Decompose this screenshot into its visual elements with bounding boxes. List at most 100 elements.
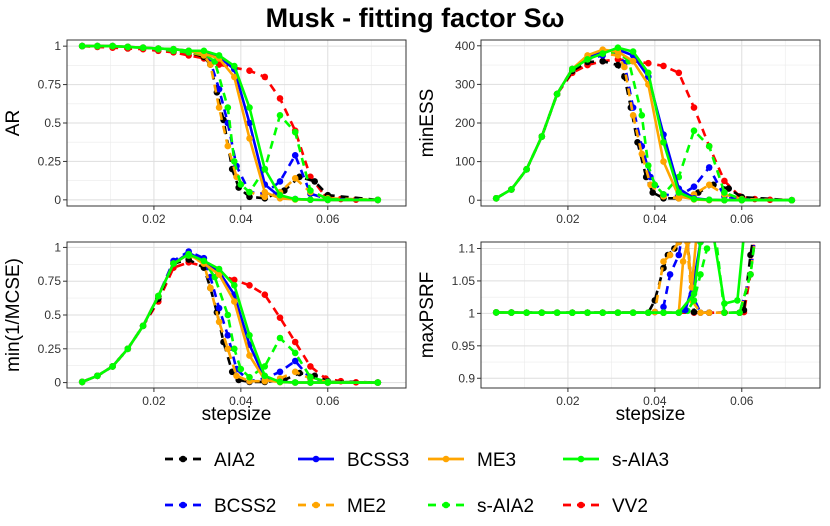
data-point — [599, 309, 606, 317]
y-tick-label: 1 — [54, 39, 61, 53]
data-point — [139, 322, 147, 330]
legend-item-s-AIA3: s-AIA3 — [563, 450, 669, 471]
data-point — [224, 332, 232, 339]
data-point — [645, 162, 652, 169]
x-tick-label: 0.06 — [316, 212, 340, 226]
y-tick-label: 0.5 — [44, 116, 61, 130]
data-point — [261, 193, 269, 201]
data-point — [721, 189, 728, 196]
y-tick-label: 0.25 — [38, 154, 62, 168]
data-point — [246, 332, 253, 339]
legend-key-point — [577, 501, 585, 509]
legend-key-point — [312, 455, 320, 463]
data-point — [215, 52, 223, 59]
series-group — [492, 213, 761, 317]
data-point — [599, 57, 606, 65]
x-tick-label: 0.04 — [643, 212, 667, 226]
data-point — [492, 195, 500, 202]
data-point — [276, 191, 284, 199]
data-point — [614, 44, 622, 51]
data-point — [754, 219, 761, 226]
data-point — [246, 282, 253, 289]
y-tick-label: 0.25 — [38, 342, 62, 356]
data-point — [215, 85, 223, 93]
legend-label: ME2 — [347, 496, 386, 517]
data-point — [246, 135, 253, 142]
data-point — [697, 271, 704, 278]
data-point — [666, 271, 674, 278]
data-point — [307, 379, 314, 386]
data-point — [721, 196, 728, 204]
y-axis-label: maxPSRF — [417, 272, 438, 359]
data-point — [660, 309, 667, 317]
data-point — [638, 150, 646, 158]
data-point — [614, 309, 622, 317]
data-point — [276, 95, 284, 102]
data-point — [374, 196, 382, 204]
data-point — [307, 363, 314, 370]
data-point — [738, 196, 746, 204]
x-tick-label: 0.02 — [142, 212, 166, 226]
data-point — [291, 338, 299, 346]
data-point — [324, 379, 332, 386]
data-point — [224, 142, 232, 150]
data-point — [690, 290, 698, 298]
data-point — [690, 297, 698, 304]
legend-key-point — [312, 501, 320, 509]
data-point — [645, 69, 652, 77]
data-point — [231, 282, 238, 289]
data-point — [705, 164, 713, 171]
data-point — [682, 213, 689, 220]
data-point — [666, 251, 674, 259]
x-tick-label: 0.04 — [229, 212, 253, 226]
x-tick-label: 0.06 — [730, 394, 754, 408]
series-group — [78, 42, 382, 204]
data-point — [584, 309, 591, 317]
data-point — [231, 298, 238, 305]
y-tick-label: 0.9 — [458, 371, 475, 385]
data-point — [224, 345, 232, 353]
data-point — [704, 213, 711, 220]
data-point — [215, 271, 223, 278]
data-point — [569, 65, 576, 73]
data-point — [492, 309, 500, 316]
data-point — [682, 219, 689, 226]
y-tick-label: 0.75 — [38, 78, 62, 92]
data-point — [710, 232, 717, 239]
x-tick-label: 0.02 — [142, 394, 166, 408]
data-point — [697, 309, 704, 317]
data-point — [736, 309, 743, 317]
data-point — [246, 188, 253, 196]
data-point — [233, 372, 240, 380]
series-group — [492, 44, 796, 204]
series-s-AIA3 — [492, 232, 745, 317]
data-point — [224, 311, 232, 319]
data-point — [170, 260, 177, 267]
data-point — [614, 61, 622, 69]
data-point — [638, 112, 646, 119]
data-point — [629, 112, 637, 119]
data-point — [553, 309, 561, 317]
data-point — [645, 309, 652, 317]
data-point — [200, 257, 208, 265]
data-point — [705, 196, 713, 204]
y-tick-label: 200 — [455, 116, 475, 130]
data-point — [660, 62, 667, 70]
data-point — [155, 292, 162, 300]
data-point — [675, 309, 683, 317]
legend-label: AIA2 — [214, 450, 255, 471]
data-point — [660, 258, 667, 265]
data-point — [660, 303, 667, 311]
legend-key-point — [442, 501, 450, 509]
y-axis-label: min(1/MCSE) — [3, 258, 24, 372]
legend-item-BCSS3: BCSS3 — [298, 450, 409, 471]
data-point — [94, 42, 101, 50]
data-point — [185, 47, 192, 55]
legend-label: VV2 — [612, 496, 648, 517]
legend-item-s-AIA2: s-AIA2 — [428, 496, 534, 517]
data-point — [276, 378, 284, 386]
data-point — [291, 368, 299, 376]
y-axis-label: minESS — [417, 89, 438, 158]
data-point — [246, 373, 253, 381]
data-point — [675, 69, 683, 77]
